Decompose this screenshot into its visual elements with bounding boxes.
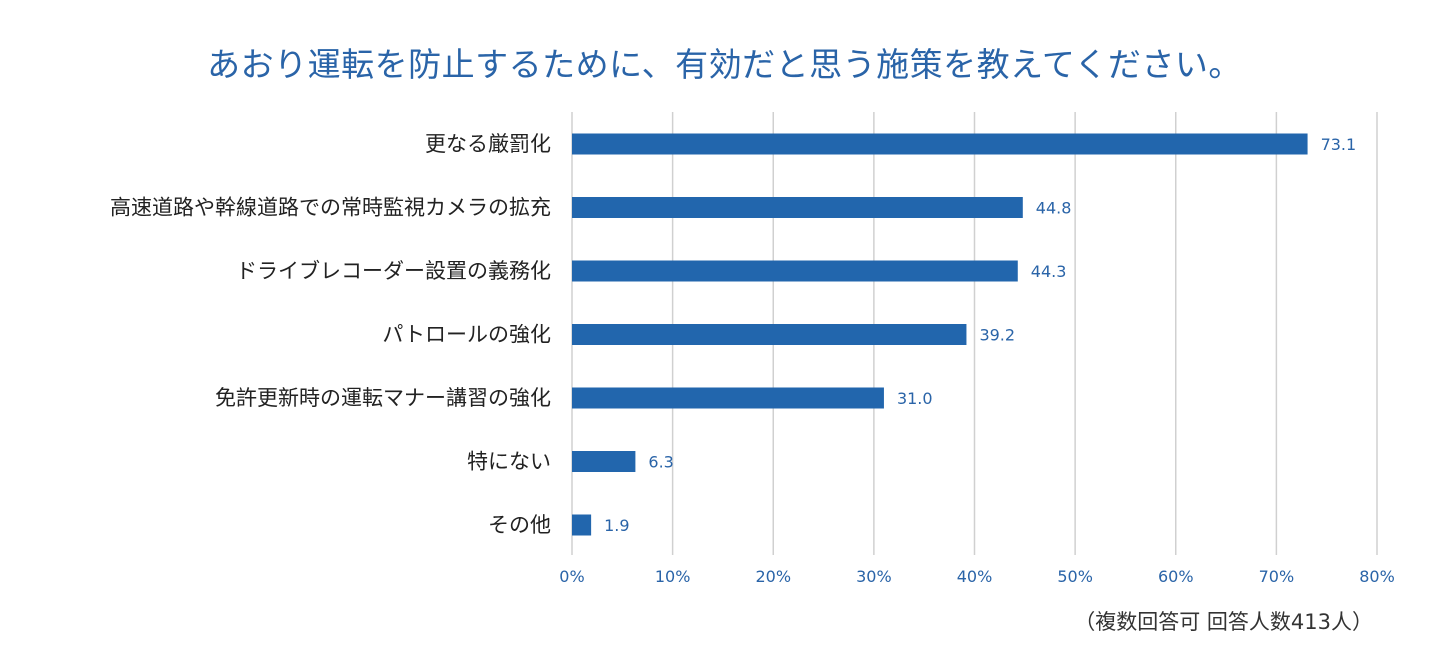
value-labels: 73.1 44.8 44.3 39.2 31.0 6.3 1.9: [604, 135, 1356, 535]
bars: [572, 133, 1308, 536]
category-labels: 更なる厳罰化高速道路や幹線道路での常時監視カメラの拡充ドライブレコーダー設置の義…: [110, 132, 551, 537]
bar: [572, 260, 1018, 282]
category-label: 免許更新時の運転マナー講習の強化: [215, 386, 551, 410]
value-label: 1.9: [604, 516, 629, 535]
x-tick-label: 0%: [559, 567, 584, 586]
value-label: 6.3: [648, 453, 673, 472]
category-label: その他: [488, 513, 551, 537]
x-tick-label: 10%: [655, 567, 691, 586]
value-label: 44.8: [1036, 199, 1072, 218]
bar: [572, 197, 1023, 218]
category-label: 特にない: [467, 450, 551, 474]
category-label: 更なる厳罰化: [425, 132, 551, 156]
category-label: パトロールの強化: [382, 323, 551, 347]
x-tick-label: 30%: [856, 567, 892, 586]
x-tick-label: 20%: [755, 567, 791, 586]
x-tick-label: 80%: [1359, 567, 1395, 586]
bar: [572, 387, 884, 409]
value-label: 73.1: [1321, 135, 1357, 154]
x-tick-label: 60%: [1158, 567, 1194, 586]
value-label: 39.2: [979, 326, 1015, 345]
chart-title: あおり運転を防止するために、有効だと思う施策を教えてください。: [207, 45, 1242, 84]
x-tick-label: 50%: [1057, 567, 1093, 586]
x-tick-label: 70%: [1259, 567, 1295, 586]
x-axis-ticks: 0% 10% 20% 30% 40% 50% 60% 70% 80%: [559, 567, 1394, 586]
category-label: 高速道路や幹線道路での常時監視カメラの拡充: [110, 196, 551, 220]
value-label: 44.3: [1031, 262, 1067, 281]
footnote: （複数回答可 回答人数413人）: [1074, 610, 1373, 634]
bar: [572, 451, 636, 472]
bar: [572, 133, 1308, 155]
bar: [572, 324, 967, 345]
bar: [572, 514, 592, 536]
x-tick-label: 40%: [957, 567, 993, 586]
value-label: 31.0: [897, 389, 933, 408]
category-label: ドライブレコーダー設置の義務化: [236, 259, 551, 283]
